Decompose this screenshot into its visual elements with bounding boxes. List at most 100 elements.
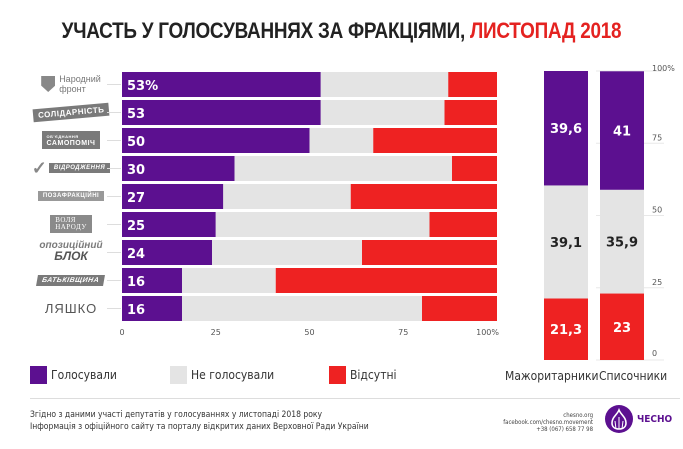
- logo-text: ЛЯШКО: [44, 300, 98, 316]
- bar-segment-not-voted: [182, 268, 276, 293]
- contact-facebook[interactable]: facebook.com/chesno.movement: [503, 419, 593, 426]
- column-label-majoritarian: Мажоритарники: [505, 369, 599, 383]
- bar-segment-voted: [122, 212, 216, 237]
- bar-segment-absent: [448, 72, 497, 97]
- bar-segment-not-voted: [212, 240, 362, 265]
- logo-liashko: ЛЯШКО: [28, 295, 114, 321]
- logo-vidrodzhennia: ✓ ВІДРОДЖЕННЯ: [28, 155, 114, 181]
- legend-item-voted: Голосували: [30, 366, 117, 384]
- x-tick-label: 0: [119, 328, 124, 337]
- connector-line: [107, 140, 121, 141]
- connector-line: [107, 308, 121, 309]
- bar-segment-not-voted: [234, 156, 452, 181]
- legend-label: Голосували: [51, 368, 117, 382]
- logo-text: БЛОК: [54, 249, 88, 263]
- logo-text: ВОЛЯ: [55, 216, 76, 224]
- legend-swatch: [170, 366, 187, 384]
- bar-data-label: 25: [127, 219, 145, 234]
- y-tick-label: 0: [652, 349, 657, 358]
- logo-text: фронт: [59, 84, 86, 94]
- logo-text: Народний: [59, 74, 101, 84]
- logo-text: САМОПОМІЧ: [46, 140, 96, 147]
- column-data-label: 35,9: [606, 236, 638, 251]
- bar-data-label: 16: [127, 303, 145, 318]
- x-tick-label: 100%: [476, 328, 499, 337]
- bar-segment-not-voted: [223, 184, 351, 209]
- bar-segment-voted: [122, 128, 310, 153]
- logo-volia-narodu: ВОЛЯ НАРОДУ: [28, 211, 114, 237]
- column-data-label: 39,6: [550, 122, 582, 137]
- connector-line: [107, 84, 121, 85]
- bar-data-label: 27: [127, 191, 145, 206]
- bar-segment-not-voted: [320, 72, 449, 97]
- connector-line: [107, 112, 121, 113]
- y-tick-label: 75: [652, 133, 662, 142]
- connector-line: [107, 196, 121, 197]
- column-segment-absent: [600, 293, 644, 360]
- legend-label: Відсутні: [350, 368, 397, 382]
- bar-data-label: 24: [127, 247, 145, 262]
- bar-data-label: 50: [127, 135, 145, 150]
- bar-segment-absent: [422, 296, 497, 321]
- check-icon: ✓: [31, 157, 47, 178]
- bar-segment-absent: [275, 268, 497, 293]
- bar-segment-absent: [452, 156, 497, 181]
- connector-line: [107, 252, 121, 253]
- column-data-label: 23: [613, 321, 631, 336]
- brand-name: ЧЕСНО: [637, 414, 673, 425]
- bar-segment-absent: [350, 184, 497, 209]
- logo-text: опозиційний: [39, 240, 103, 251]
- bar-segment-absent: [444, 100, 497, 125]
- bar-segment-voted: [122, 240, 212, 265]
- bar-segment-voted: [122, 156, 235, 181]
- contact-website[interactable]: chesno.org: [563, 412, 593, 419]
- y-tick-label: 50: [652, 206, 662, 215]
- bar-data-label: 53%: [127, 79, 158, 94]
- legend-swatch: [329, 366, 346, 384]
- bar-segment-absent: [373, 128, 497, 153]
- contact-phone: +38 (067) 658 77 98: [536, 426, 593, 433]
- chesno-logo-icon: [605, 405, 633, 433]
- logo-pozafraktsiini: ПОЗАФРАКЦІЙНІ: [28, 183, 114, 209]
- bar-segment-not-voted: [215, 212, 430, 237]
- bar-data-label: 16: [127, 275, 145, 290]
- chart-title: УЧАСТЬ У ГОЛОСУВАННЯХ ЗА ФРАКЦІЯМИ, ЛИСТ…: [48, 18, 635, 44]
- legend-swatch: [30, 366, 47, 384]
- logo-text: ОБ'ЄДНАННЯ: [46, 134, 79, 139]
- connector-line: [107, 168, 121, 169]
- logo-text: ПОЗАФРАКЦІЙНІ: [37, 191, 105, 201]
- column-label-list: Списочники: [599, 369, 668, 383]
- column-data-label: 21,3: [550, 323, 582, 338]
- connector-line: [107, 280, 121, 281]
- logo-text: ВІДРОДЖЕННЯ: [48, 163, 111, 173]
- x-tick-label: 25: [211, 328, 221, 337]
- bar-segment-not-voted: [182, 296, 422, 321]
- bar-segment-absent: [362, 240, 497, 265]
- bar-segment-not-voted: [320, 100, 445, 125]
- footer-divider: [30, 398, 680, 399]
- shield-icon: [41, 76, 56, 92]
- bar-segment-voted: [122, 72, 321, 97]
- column-segment-voted: [600, 71, 644, 190]
- bar-data-label: 30: [127, 163, 145, 178]
- column-segment-not-voted: [600, 189, 644, 294]
- column-segment-voted: [544, 71, 588, 186]
- column-data-label: 41: [613, 125, 631, 140]
- logo-narodnyi-front: Народний фронт: [28, 71, 114, 97]
- logo-opozytsiinyi-blok: опозиційний БЛОК: [28, 239, 114, 265]
- title-main: УЧАСТЬ У ГОЛОСУВАННЯХ ЗА ФРАКЦІЯМИ,: [61, 18, 471, 43]
- x-tick-label: 75: [398, 328, 408, 337]
- bar-segment-not-voted: [309, 128, 374, 153]
- title-highlight: ЛИСТОПАД 2018: [470, 18, 622, 43]
- column-data-label: 39,1: [550, 236, 582, 251]
- column-segment-not-voted: [544, 185, 588, 299]
- legend-item-not-voted: Не голосували: [170, 366, 274, 384]
- contacts: chesno.org facebook.com/chesno.movement …: [503, 412, 593, 433]
- bar-segment-absent: [429, 212, 497, 237]
- x-tick-label: 50: [304, 328, 314, 337]
- bar-segment-voted: [122, 296, 182, 321]
- legend-item-absent: Відсутні: [329, 366, 397, 384]
- y-tick-label: 25: [652, 278, 662, 287]
- y-tick-label: 100%: [652, 64, 675, 73]
- connector-line: [107, 224, 121, 225]
